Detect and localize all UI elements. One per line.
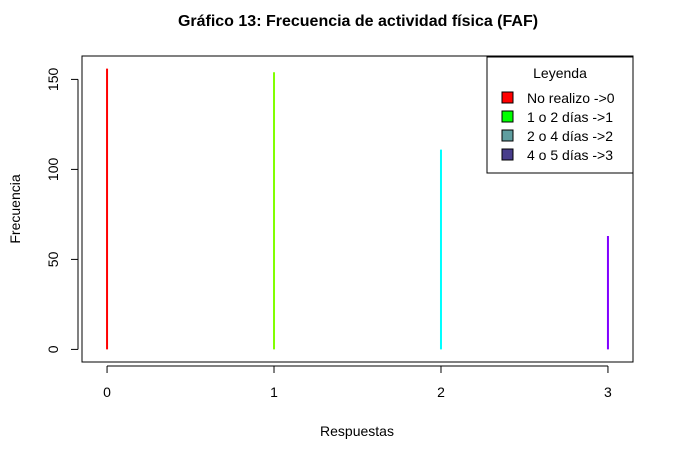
legend-swatch [501,110,514,123]
y-tick-label: 150 [45,68,61,92]
legend-swatch [501,91,514,104]
legend-label: 4 o 5 días ->3 [527,147,613,163]
y-tick-label: 100 [45,158,61,182]
x-tick-label: 2 [437,384,445,400]
legend-title: Leyenda [533,65,587,81]
legend-label: 1 o 2 días ->1 [527,109,613,125]
y-tick-label: 0 [45,345,61,353]
y-axis: 0 50 100 150 [45,68,79,353]
x-tick-label: 1 [270,384,278,400]
y-axis-label: Frecuencia [7,174,23,243]
bars-group [106,68,609,350]
legend-swatch [501,129,514,142]
legend-entries: No realizo ->0 1 o 2 días ->1 2 o 4 días -… [501,90,615,163]
legend-label: 2 o 4 días ->2 [527,128,613,144]
x-tick-label: 0 [103,384,111,400]
x-axis-label: Respuestas [320,423,394,439]
legend-label: No realizo ->0 [527,90,615,106]
chart-title: Gráfico 13: Frecuencia de actividad físi… [178,13,538,30]
y-tick-label: 50 [45,251,61,267]
x-axis: 0 1 2 3 [103,365,612,400]
legend-swatch [501,148,514,161]
legend: Leyenda No realizo ->0 1 o 2 días ->1 2 o … [486,56,634,174]
x-tick-label: 3 [604,384,612,400]
plot-frame [81,55,634,363]
